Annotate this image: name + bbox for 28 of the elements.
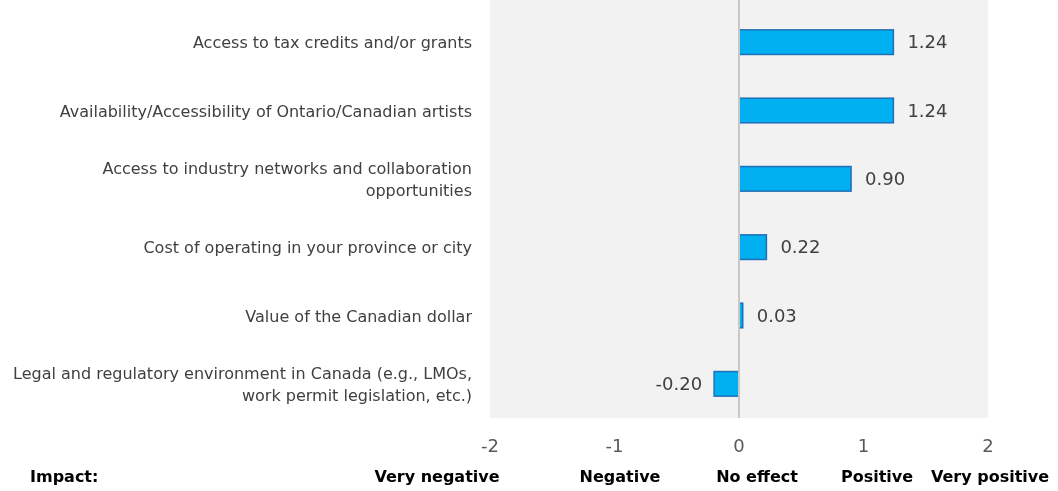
bar — [738, 97, 895, 124]
data-label: 0.90 — [865, 167, 906, 189]
text: No effect — [716, 467, 799, 486]
x-tick-label: 1 — [857, 435, 870, 456]
x-tick-label: 2 — [982, 435, 994, 456]
bar — [713, 370, 740, 397]
y-tick-label: Legal and regulatory environment in Canada (e.g., LMOs, work permit legislation, etc.) — [13, 363, 472, 405]
text: Very positive — [930, 467, 1050, 486]
text: Positive — [840, 467, 914, 486]
y-tick-label: Access to tax credits and/or grants — [192, 33, 472, 53]
y-tick-label: Access to industry networks and collaboration opportunities — [102, 158, 472, 200]
y-tick-label: Availability/Accessibility of Ontario/Canadian artists — [59, 101, 472, 121]
data-label: 0.22 — [780, 236, 821, 258]
data-label: -0.20 — [655, 372, 703, 394]
text: Negative — [579, 467, 661, 486]
x-tick-label: -1 — [605, 435, 624, 456]
x-tick-label: -2 — [481, 435, 499, 456]
y-tick-label: Value of the Canadian dollar — [245, 306, 473, 326]
bar — [738, 29, 895, 56]
text: Impact: — [30, 467, 99, 486]
bar — [738, 165, 852, 192]
bar — [738, 234, 768, 261]
y-tick-label: Cost of operating in your province or city — [143, 238, 472, 258]
data-label: 0.03 — [756, 304, 797, 326]
data-label: 1.24 — [907, 99, 948, 121]
text: Very negative — [374, 467, 500, 486]
data-label: 1.24 — [907, 31, 948, 53]
x-tick-label: 0 — [733, 435, 745, 456]
